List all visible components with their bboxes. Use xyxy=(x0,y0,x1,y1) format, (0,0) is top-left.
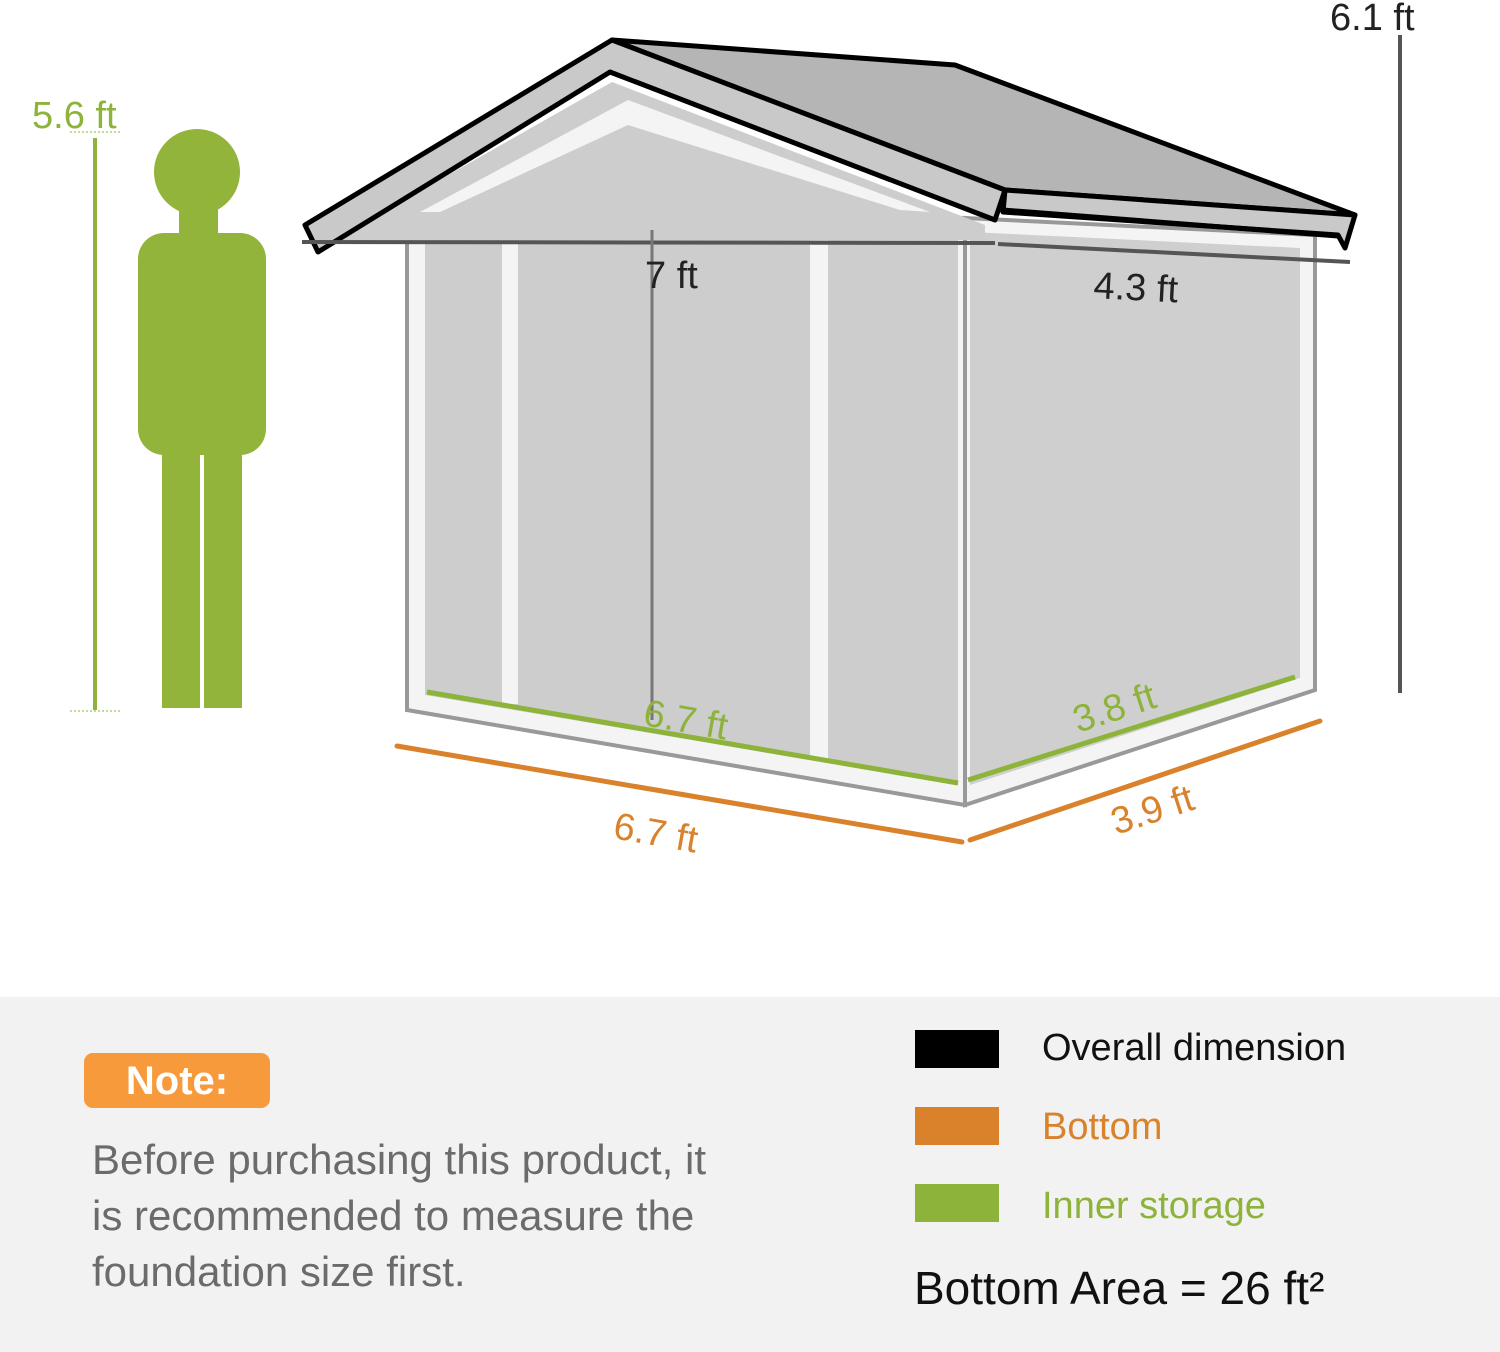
legend: Overall dimension Bottom Inner storage xyxy=(915,1027,1346,1227)
inner-storage-lines xyxy=(426,674,1296,786)
legend-label-overall: Overall dimension xyxy=(1042,1027,1346,1069)
overall-depth-label: 4.3 ft xyxy=(1093,265,1180,311)
shed xyxy=(302,37,1358,808)
legend-label-inner: Inner storage xyxy=(1042,1185,1266,1227)
legend-label-bottom: Bottom xyxy=(1042,1106,1162,1148)
person-height-line xyxy=(70,131,122,712)
bottom-lines xyxy=(394,718,1323,845)
legend-swatch-inner xyxy=(915,1184,999,1222)
bottom-area-label: Bottom Area = 26 ft² xyxy=(914,1262,1324,1314)
overall-dimension-lines xyxy=(301,35,1402,720)
legend-swatch-bottom xyxy=(915,1107,999,1145)
overall-width-label: 7 ft xyxy=(645,255,698,297)
overall-height-label: 6.1 ft xyxy=(1330,0,1415,39)
note-badge-label: Note: xyxy=(126,1059,228,1103)
note-line-1: Before purchasing this product, it xyxy=(92,1136,706,1183)
note-badge xyxy=(84,1053,270,1108)
person-height-label: 5.6 ft xyxy=(32,95,117,137)
person-silhouette xyxy=(138,129,266,708)
bottom-width-label: 6.7 ft xyxy=(610,806,701,862)
note-line-2: is recommended to measure the xyxy=(92,1192,694,1239)
note-line-3: foundation size first. xyxy=(92,1248,466,1295)
legend-swatch-overall xyxy=(915,1030,999,1068)
